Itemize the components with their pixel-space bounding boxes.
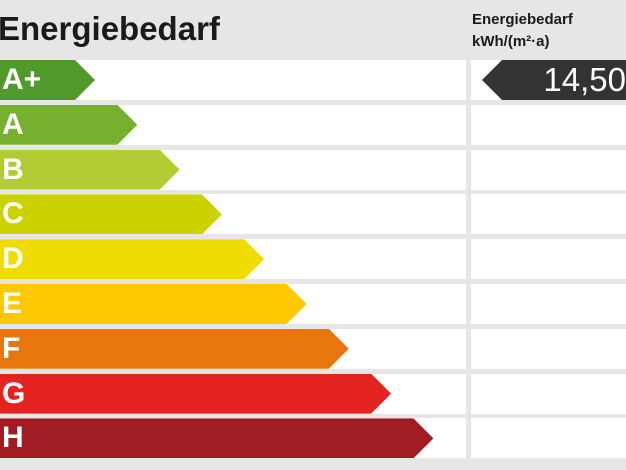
energy-class-label: F — [2, 331, 21, 365]
energy-class-label: A — [2, 107, 24, 141]
energy-class-row: A — [0, 104, 466, 145]
energy-class-bar: A — [0, 105, 137, 145]
energy-class-label: B — [2, 152, 24, 186]
energy-class-label: E — [2, 287, 23, 320]
energy-class-bar: E — [0, 284, 307, 324]
value-header-title: Energiebedarf — [472, 11, 573, 28]
value-cell — [471, 373, 626, 414]
page-title: Energiebedarf — [0, 10, 220, 47]
value-cell — [471, 284, 626, 324]
value-cell — [471, 418, 626, 459]
value-cell — [471, 104, 626, 145]
energy-class-row: D — [0, 239, 466, 280]
energy-class-label: H — [2, 421, 24, 455]
value-cell — [471, 149, 626, 190]
value-header: Energiebedarf kWh/(m²·a) — [472, 9, 573, 53]
energy-class-bar: H — [0, 418, 433, 458]
energy-class-label: C — [2, 197, 24, 231]
value-header-unit: kWh/(m²·a) — [472, 33, 550, 50]
energy-class-bar: C — [0, 194, 222, 234]
energy-class-row: H — [0, 418, 466, 459]
energy-class-bar: G — [0, 374, 391, 414]
value-cell — [471, 328, 626, 369]
value-cell — [471, 239, 626, 280]
value-cell — [471, 194, 626, 235]
energy-class-row: E — [0, 284, 466, 324]
energy-class-bar: A+ — [0, 60, 95, 100]
energy-class-bar: D — [0, 239, 264, 279]
energy-class-row: G — [0, 373, 466, 414]
energy-class-row: B — [0, 149, 466, 190]
value-text: 14,50 — [543, 61, 626, 98]
energy-class-row: C — [0, 194, 466, 235]
energy-class-bar: B — [0, 150, 180, 190]
energy-class-row: A+ — [0, 60, 466, 100]
energy-class-row: F — [0, 328, 466, 369]
value-indicator: 14,50 — [482, 60, 626, 100]
energy-class-label: A+ — [2, 63, 42, 96]
energy-class-label: D — [2, 242, 24, 276]
energy-class-bar: F — [0, 329, 349, 369]
energy-class-label: G — [2, 376, 26, 410]
